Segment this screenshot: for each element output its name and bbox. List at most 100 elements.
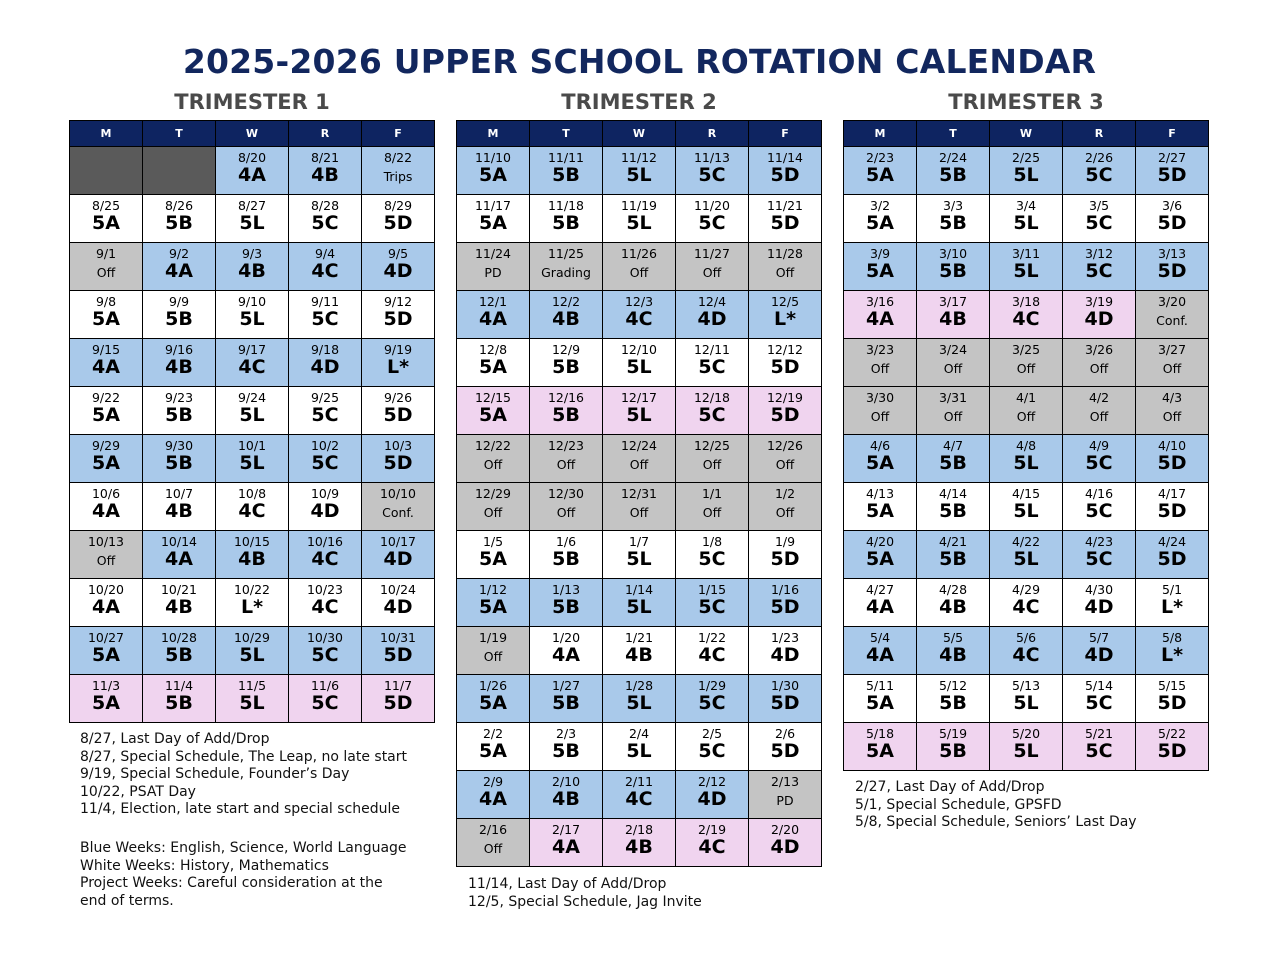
week-row: 5/4 4A 5/5 4B 5/6 4C 5/7 4D 5/8 L* <box>843 626 1209 675</box>
day-date: 4/27 <box>865 582 895 597</box>
week-row: 11/17 5A 11/18 5B 11/19 5L 11/20 5C 11/21 5D <box>456 194 822 243</box>
day-cell: 9/25 5C <box>288 386 362 435</box>
day-cell: 10/21 4B <box>142 578 216 627</box>
day-cell: 12/26 Off <box>748 434 822 483</box>
day-date: 11/5 <box>237 678 267 693</box>
rotation-label: Off <box>483 457 503 472</box>
day-date: 4/28 <box>938 582 968 597</box>
day-cell: 3/4 5L <box>989 194 1063 243</box>
note-line: 8/27, Special Schedule, The Leap, no lat… <box>80 748 408 765</box>
rotation-label: 5A <box>92 212 120 234</box>
day-date: 3/10 <box>938 246 968 261</box>
day-date: 2/5 <box>701 726 723 741</box>
day-date: 1/15 <box>697 582 727 597</box>
trimester-1-title: TRIMESTER 1 <box>174 90 330 114</box>
day-cell: 1/7 5L <box>602 530 676 579</box>
day-date: 12/31 <box>620 486 658 501</box>
rotation-label: 5C <box>1085 260 1113 282</box>
day-date: 10/31 <box>379 630 417 645</box>
rotation-label: 5L <box>626 740 652 762</box>
rotation-label: 5D <box>1157 452 1187 474</box>
week-row: 5/18 5A 5/19 5B 5/20 5L 5/21 5C 5/22 5D <box>843 722 1209 771</box>
rotation-label: 5B <box>165 308 193 330</box>
day-date: 10/9 <box>310 486 340 501</box>
day-date: 2/13 <box>770 774 800 789</box>
rotation-label: 5A <box>866 500 894 522</box>
rotation-label: 4C <box>625 308 653 330</box>
rotation-label: 4B <box>939 644 967 666</box>
note-line: 11/4, Election, late start and special s… <box>80 801 401 817</box>
week-row: 11/24 PD 11/25 Grading 11/26 Off 11/27 Off 11/28… <box>456 242 822 291</box>
week-row: 4/20 5A 4/21 5B 4/22 5L 4/23 5C 4/24 5D <box>843 530 1209 579</box>
day-date: 12/26 <box>766 438 804 453</box>
week-row: 9/15 4A 9/16 4B 9/17 4C 9/18 4D 9/19 L* <box>69 338 435 387</box>
day-cell: 1/27 5B <box>529 674 603 723</box>
rotation-label: Off <box>629 457 649 472</box>
day-cell: 4/15 5L <box>989 482 1063 531</box>
rotation-label: 5C <box>1085 212 1113 234</box>
day-date: 8/22 <box>383 150 413 165</box>
rotation-label: 5C <box>311 308 339 330</box>
day-date: 3/6 <box>1161 198 1183 213</box>
rotation-label: Off <box>1089 409 1109 424</box>
week-row: 9/8 5A 9/9 5B 9/10 5L 9/11 5C 9/12 5D <box>69 290 435 339</box>
day-cell: 10/10 Conf. <box>361 482 435 531</box>
week-row: 1/12 5A 1/13 5B 1/14 5L 1/15 5C 1/16 5D <box>456 578 822 627</box>
page-title: 2025-2026 UPPER SCHOOL ROTATION CALENDAR <box>182 42 1097 81</box>
legend-line: White Weeks: History, Mathematics <box>80 857 329 874</box>
rotation-label: Off <box>943 409 963 424</box>
day-cell: 2/12 4D <box>675 770 749 819</box>
rotation-label: 5L <box>1013 692 1039 714</box>
rotation-label: 5A <box>866 260 894 282</box>
day-date: 5/8 <box>1161 630 1183 645</box>
day-cell: 12/12 5D <box>748 338 822 387</box>
rotation-label: 5D <box>1157 692 1187 714</box>
day-date: 4/16 <box>1084 486 1114 501</box>
day-cell: 4/24 5D <box>1135 530 1209 579</box>
day-date: 8/20 <box>237 150 267 165</box>
rotation-label: 4D <box>1084 596 1114 618</box>
day-cell: 12/30 Off <box>529 482 603 531</box>
day-cell: 8/28 5C <box>288 194 362 243</box>
rotation-label: 5B <box>165 212 193 234</box>
day-date: 5/12 <box>938 678 968 693</box>
rotation-label: 5C <box>311 644 339 666</box>
day-date: 3/17 <box>938 294 968 309</box>
rotation-label: 5D <box>770 164 800 186</box>
rotation-label: 4D <box>383 260 413 282</box>
day-date: 1/22 <box>697 630 727 645</box>
week-row: 2/2 5A 2/3 5B 2/4 5L 2/5 5C 2/6 5D <box>456 722 822 771</box>
rotation-label: 5L <box>239 452 265 474</box>
rotation-label: 5L <box>626 692 652 714</box>
rotation-label: 5D <box>1157 500 1187 522</box>
rotation-label: 4D <box>383 596 413 618</box>
day-cell: 5/22 5D <box>1135 722 1209 771</box>
day-cell: 1/16 5D <box>748 578 822 627</box>
day-cell: 10/22 L* <box>215 578 289 627</box>
rotation-label: 5C <box>698 164 726 186</box>
day-cell: 11/28 Off <box>748 242 822 291</box>
day-cell: 12/9 5B <box>529 338 603 387</box>
rotation-label: 4B <box>625 836 653 858</box>
day-date: 4/29 <box>1011 582 1041 597</box>
day-date: 11/19 <box>620 198 658 213</box>
day-date: 9/30 <box>164 438 194 453</box>
day-date: 12/25 <box>693 438 731 453</box>
day-cell: 10/1 5L <box>215 434 289 483</box>
day-cell: 3/26 Off <box>1062 338 1136 387</box>
trimester-1-notes: 8/27, Last Day of Add/Drop 8/27, Special … <box>80 731 407 819</box>
rotation-label: 5L <box>1013 260 1039 282</box>
day-cell: 12/22 Off <box>456 434 530 483</box>
day-cell: 11/3 5A <box>69 674 143 723</box>
day-date: 5/1 <box>1161 582 1183 597</box>
day-cell: 3/6 5D <box>1135 194 1209 243</box>
rotation-label: L* <box>240 596 264 618</box>
day-date: 12/2 <box>551 294 581 309</box>
rotation-label: 5C <box>311 452 339 474</box>
note-line: 12/5, Special Schedule, Jag Invite <box>468 893 702 910</box>
trimester-2-notes: 11/14, Last Day of Add/Drop 12/5, Special… <box>468 876 702 911</box>
day-cell: 2/24 5B <box>916 146 990 195</box>
day-date: 5/19 <box>938 726 968 741</box>
day-date: 2/26 <box>1084 150 1114 165</box>
day-cell: 4/2 Off <box>1062 386 1136 435</box>
